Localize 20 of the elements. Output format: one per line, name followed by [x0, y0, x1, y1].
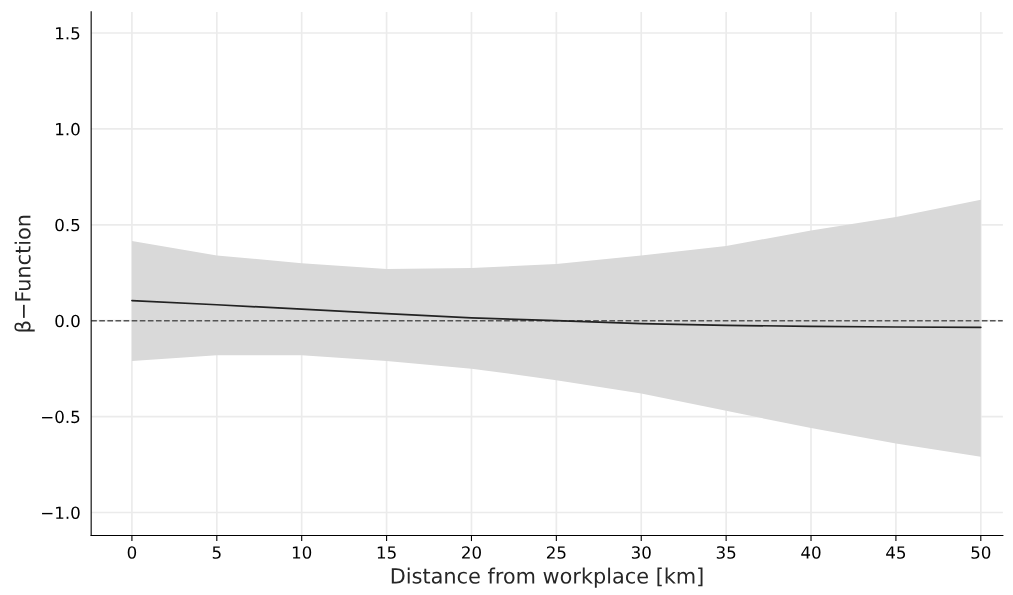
x-tick-label: 15: [377, 546, 396, 559]
x-tick-label: 25: [546, 546, 566, 559]
line-series: [131, 299, 982, 329]
y-tick-label: 0.5: [55, 218, 80, 232]
y-tick-label: 0.0: [55, 314, 80, 328]
x-axis-title: Distance from workplace [km]: [391, 567, 703, 588]
x-tick-label: 10: [292, 546, 312, 559]
y-tick-label: −0.5: [42, 410, 80, 424]
x-tick-label: 20: [462, 546, 481, 559]
x-tick-label: 30: [631, 546, 651, 559]
x-tick-label: 45: [886, 546, 906, 559]
y-tick-label: 1.0: [56, 122, 80, 136]
x-tick-label: 35: [716, 546, 736, 559]
x-tick-label: 0: [127, 546, 137, 559]
x-tick-label: 5: [212, 546, 221, 559]
y-tick-label: −1.0: [42, 506, 80, 520]
y-axis-title: β−Function: [14, 215, 35, 332]
x-tick-label: 50: [971, 546, 991, 559]
y-tick-label: 1.5: [56, 27, 80, 40]
x-tick-label: 40: [801, 546, 821, 559]
